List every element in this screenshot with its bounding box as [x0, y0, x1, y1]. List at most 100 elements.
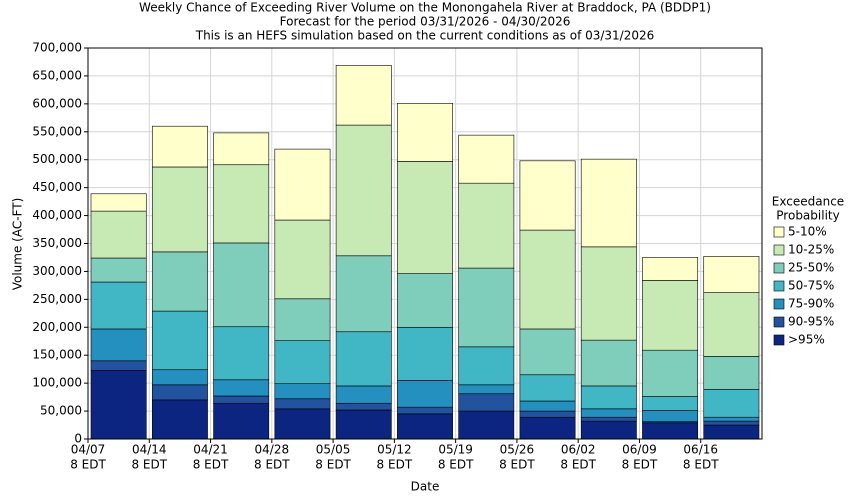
bar-segment [519, 229, 576, 330]
chart-subtitle: Forecast for the period 03/31/2026 - 04/… [280, 15, 571, 29]
x-tick-label: 8 EDT [683, 458, 719, 472]
y-tick-label: 550,000 [32, 124, 82, 138]
bar-segment [213, 132, 270, 166]
bar-segment [642, 410, 699, 422]
y-tick-label: 300,000 [32, 264, 82, 278]
bar-segment [397, 380, 453, 408]
bar-segment [397, 406, 453, 415]
bar-segment [335, 255, 392, 333]
bar-segment [274, 408, 331, 440]
bar-segment [703, 256, 760, 293]
x-tick-label: 05/19 [438, 443, 473, 457]
bar-segment [213, 402, 270, 440]
legend-label: >95% [788, 333, 825, 347]
bar-segment [703, 388, 760, 418]
bar-segment [458, 182, 515, 269]
legend-swatch [773, 280, 785, 292]
bar-segment [642, 257, 699, 281]
legend-title: Exceedance [772, 195, 844, 209]
bar-segment [90, 210, 147, 259]
bar-segment [703, 292, 760, 357]
y-tick-label: 650,000 [32, 68, 82, 82]
bar-segment [458, 267, 515, 348]
x-tick-label: 04/21 [193, 443, 228, 457]
bar-segment [519, 416, 576, 440]
x-tick-label: 8 EDT [499, 458, 535, 472]
x-tick-label: 8 EDT [131, 458, 167, 472]
x-tick-label: 06/16 [683, 443, 718, 457]
bar-segment [90, 281, 147, 330]
bar-segment [703, 356, 760, 390]
x-tick-label: 8 EDT [70, 458, 106, 472]
bar-segment [213, 242, 270, 328]
legend-swatch [773, 244, 785, 256]
y-tick-label: 450,000 [32, 180, 82, 194]
bar-segment [151, 310, 208, 371]
bar-segment [151, 251, 208, 312]
bar-segment [274, 148, 331, 221]
bar-segment [151, 384, 208, 401]
bar-segment [335, 65, 392, 126]
chart-title: Weekly Chance of Exceeding River Volume … [139, 1, 711, 15]
y-tick-label: 600,000 [32, 96, 82, 110]
legend-label: 5-10% [788, 225, 827, 239]
bar-segment [90, 328, 147, 362]
bar-segment [335, 402, 392, 411]
x-tick-label: 8 EDT [560, 458, 596, 472]
bar-segment [642, 396, 699, 411]
bar-segment [274, 340, 331, 385]
bar-segment [580, 385, 637, 410]
bar-segment [519, 328, 576, 376]
bar-segment [90, 257, 147, 283]
x-tick-label: 8 EDT [438, 458, 474, 472]
bar-segment [580, 246, 637, 341]
legend-swatch [773, 262, 785, 274]
x-tick-label: 8 EDT [254, 458, 290, 472]
bar-segment [642, 349, 699, 397]
bar-segment [213, 395, 270, 404]
bar-segment [519, 400, 576, 412]
bar-segment [213, 164, 270, 244]
bar-segment [642, 280, 699, 351]
bar-segment [580, 408, 637, 418]
bar-segment [580, 416, 637, 422]
bar-segment [642, 422, 699, 440]
bar-segment [151, 399, 208, 440]
bar-segment [397, 161, 453, 274]
bar-segment [151, 369, 208, 386]
bar-segment [274, 398, 331, 410]
x-tick-label: 05/12 [377, 443, 412, 457]
bar-segment [213, 326, 270, 381]
bar-segment [703, 424, 760, 440]
legend-label: 90-95% [788, 315, 834, 329]
bar-segment [274, 383, 331, 400]
bar-segment [580, 158, 637, 248]
legend-swatch [773, 298, 785, 310]
legend-swatch [773, 226, 785, 238]
legend-label: 10-25% [788, 243, 834, 257]
legend-label: 25-50% [788, 261, 834, 275]
bar-segment [580, 420, 637, 440]
legend-label: 50-75% [788, 279, 834, 293]
bar-segment [274, 298, 331, 341]
bar-segment [458, 384, 515, 395]
bar-segment [397, 413, 453, 440]
bar-segment [703, 416, 760, 422]
bar-segment [90, 360, 147, 371]
bar-segment [580, 339, 637, 387]
bar-segment [519, 410, 576, 418]
x-tick-label: 05/05 [316, 443, 351, 457]
bar-segment [213, 379, 270, 397]
bar-segment [458, 346, 515, 386]
legend-title: Probability [776, 209, 839, 223]
y-tick-label: 50,000 [40, 404, 82, 418]
x-tick-label: 8 EDT [193, 458, 229, 472]
bar-segment [151, 166, 208, 253]
bar-segment [458, 410, 515, 440]
legend-swatch [773, 334, 785, 346]
bar-segment [458, 393, 515, 412]
y-tick-label: 350,000 [32, 236, 82, 250]
x-tick-label: 06/09 [622, 443, 657, 457]
plot-frame [87, 47, 763, 440]
